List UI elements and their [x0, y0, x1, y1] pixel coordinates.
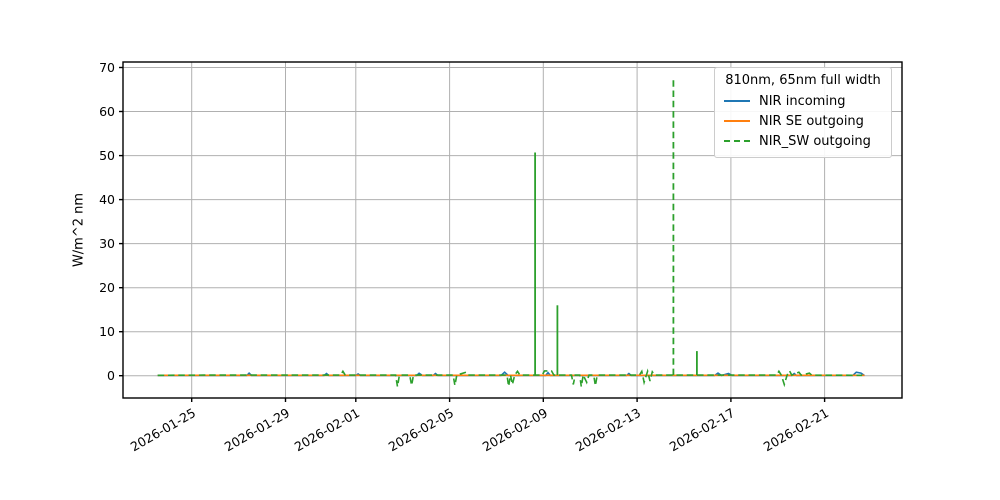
legend-line-icon: [724, 140, 750, 142]
y-tick-label: 70: [99, 60, 115, 75]
legend-line-icon: [724, 100, 750, 102]
y-tick-label: 30: [99, 236, 115, 252]
legend-entry-label: NIR SE outgoing: [759, 113, 864, 129]
y-tick-label: 40: [99, 192, 115, 208]
y-tick-label: 60: [99, 104, 115, 120]
legend-title: 810nm, 65nm full width: [725, 73, 881, 88]
y-tick-label: 20: [99, 280, 115, 296]
legend-entry-label: NIR_SW outgoing: [759, 133, 871, 149]
legend-entry: NIR incoming: [724, 91, 882, 111]
y-tick-label: 0: [107, 368, 115, 384]
legend-entry: NIR_SW outgoing: [724, 131, 882, 151]
y-tick-label: 10: [99, 324, 115, 340]
legend-line-icon: [724, 120, 750, 122]
legend-entry: NIR SE outgoing: [724, 111, 882, 131]
legend-entry-label: NIR incoming: [759, 93, 846, 109]
plot-border: [122, 61, 903, 399]
series-nir-sw-outgoing: [157, 368, 863, 388]
legend: 810nm, 65nm full width NIR incoming NIR S…: [714, 67, 892, 158]
y-tick-label: 50: [99, 148, 115, 164]
